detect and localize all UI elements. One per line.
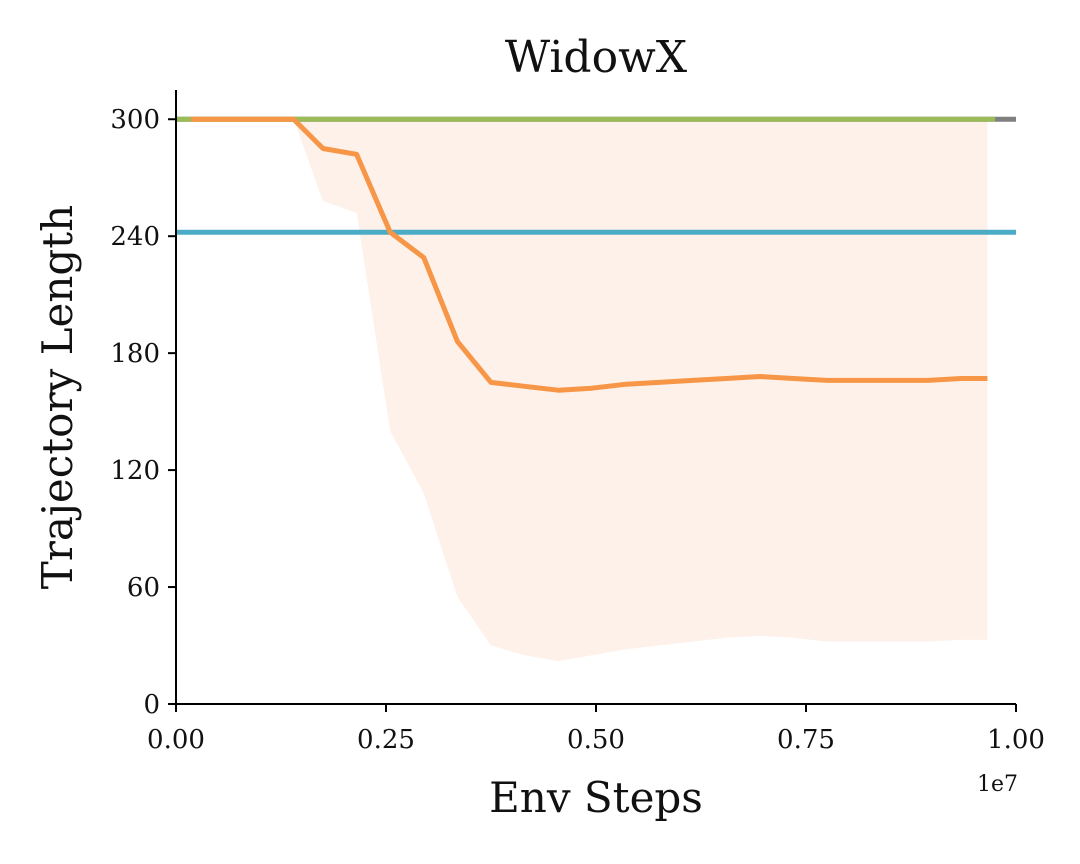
- series-lines: [176, 116, 1016, 393]
- y-axis-label: Trajectory Length: [33, 205, 82, 589]
- y-tick-label: 0: [143, 690, 160, 720]
- x-tick-label: 0.50: [567, 725, 625, 755]
- chart-title: WidowX: [505, 32, 688, 83]
- x-axis-label: Env Steps: [489, 773, 703, 822]
- y-tick-label: 300: [110, 105, 160, 135]
- y-tick-label: 120: [110, 456, 160, 486]
- x-axis-offset-label: 1e7: [977, 772, 1018, 797]
- x-tick-label: 0.25: [357, 725, 415, 755]
- y-tick-label: 60: [127, 573, 160, 603]
- x-tick-label: 0.75: [777, 725, 835, 755]
- y-tick-label: 180: [110, 339, 160, 369]
- axes: 0.00 0.25 0.50 0.75 1.00 0 60 120 180 240 300: [110, 90, 1045, 755]
- x-tick-label: 1.00: [987, 725, 1045, 755]
- x-tick-label: 0.00: [147, 725, 205, 755]
- series-3-line: [191, 116, 988, 393]
- y-tick-label: 240: [110, 222, 160, 252]
